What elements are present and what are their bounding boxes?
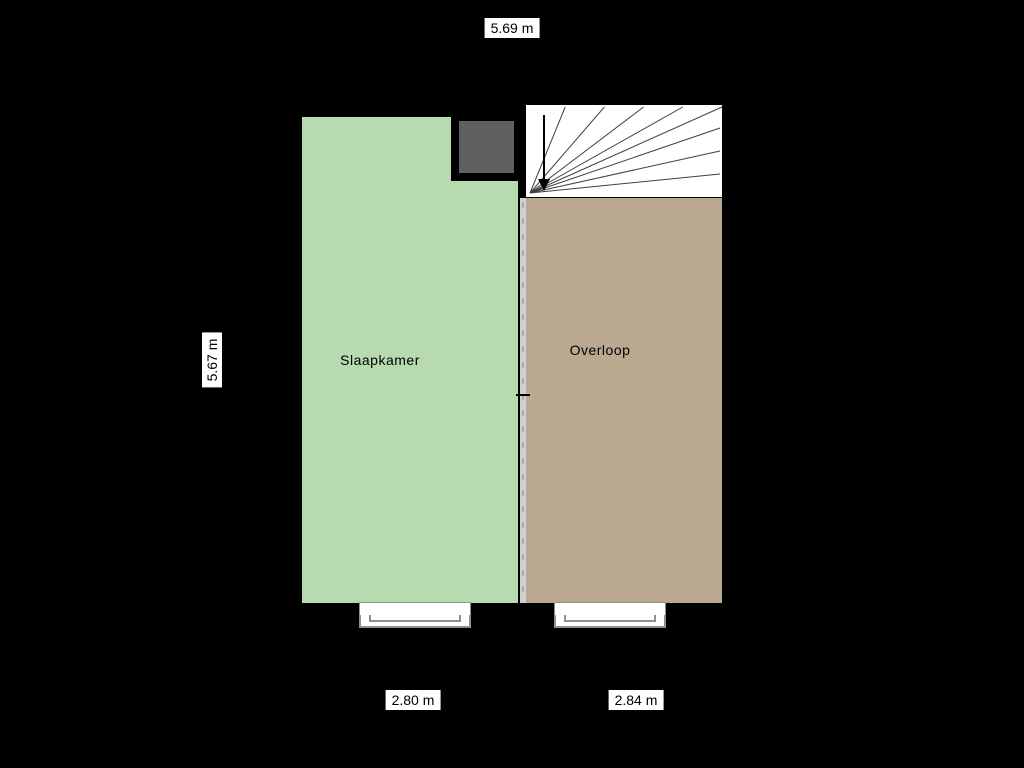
closet — [455, 117, 518, 177]
dim-bottom-left: 2.80 m — [386, 690, 441, 710]
room-label-slaapkamer: Slaapkamer — [340, 352, 420, 368]
wall-opening-right — [555, 603, 665, 615]
dim-bottom-right: 2.84 m — [609, 690, 664, 710]
floorplan-canvas: 5.69 m 5.67 m 2.80 m 2.84 m Slaapkamer O… — [0, 0, 1024, 768]
room-overloop — [526, 198, 722, 603]
dim-top: 5.69 m — [485, 18, 540, 38]
room-label-overloop: Overloop — [570, 342, 631, 358]
floorplan-svg — [0, 0, 1024, 768]
wall-opening-left — [360, 603, 470, 615]
dim-left: 5.67 m — [202, 333, 222, 388]
